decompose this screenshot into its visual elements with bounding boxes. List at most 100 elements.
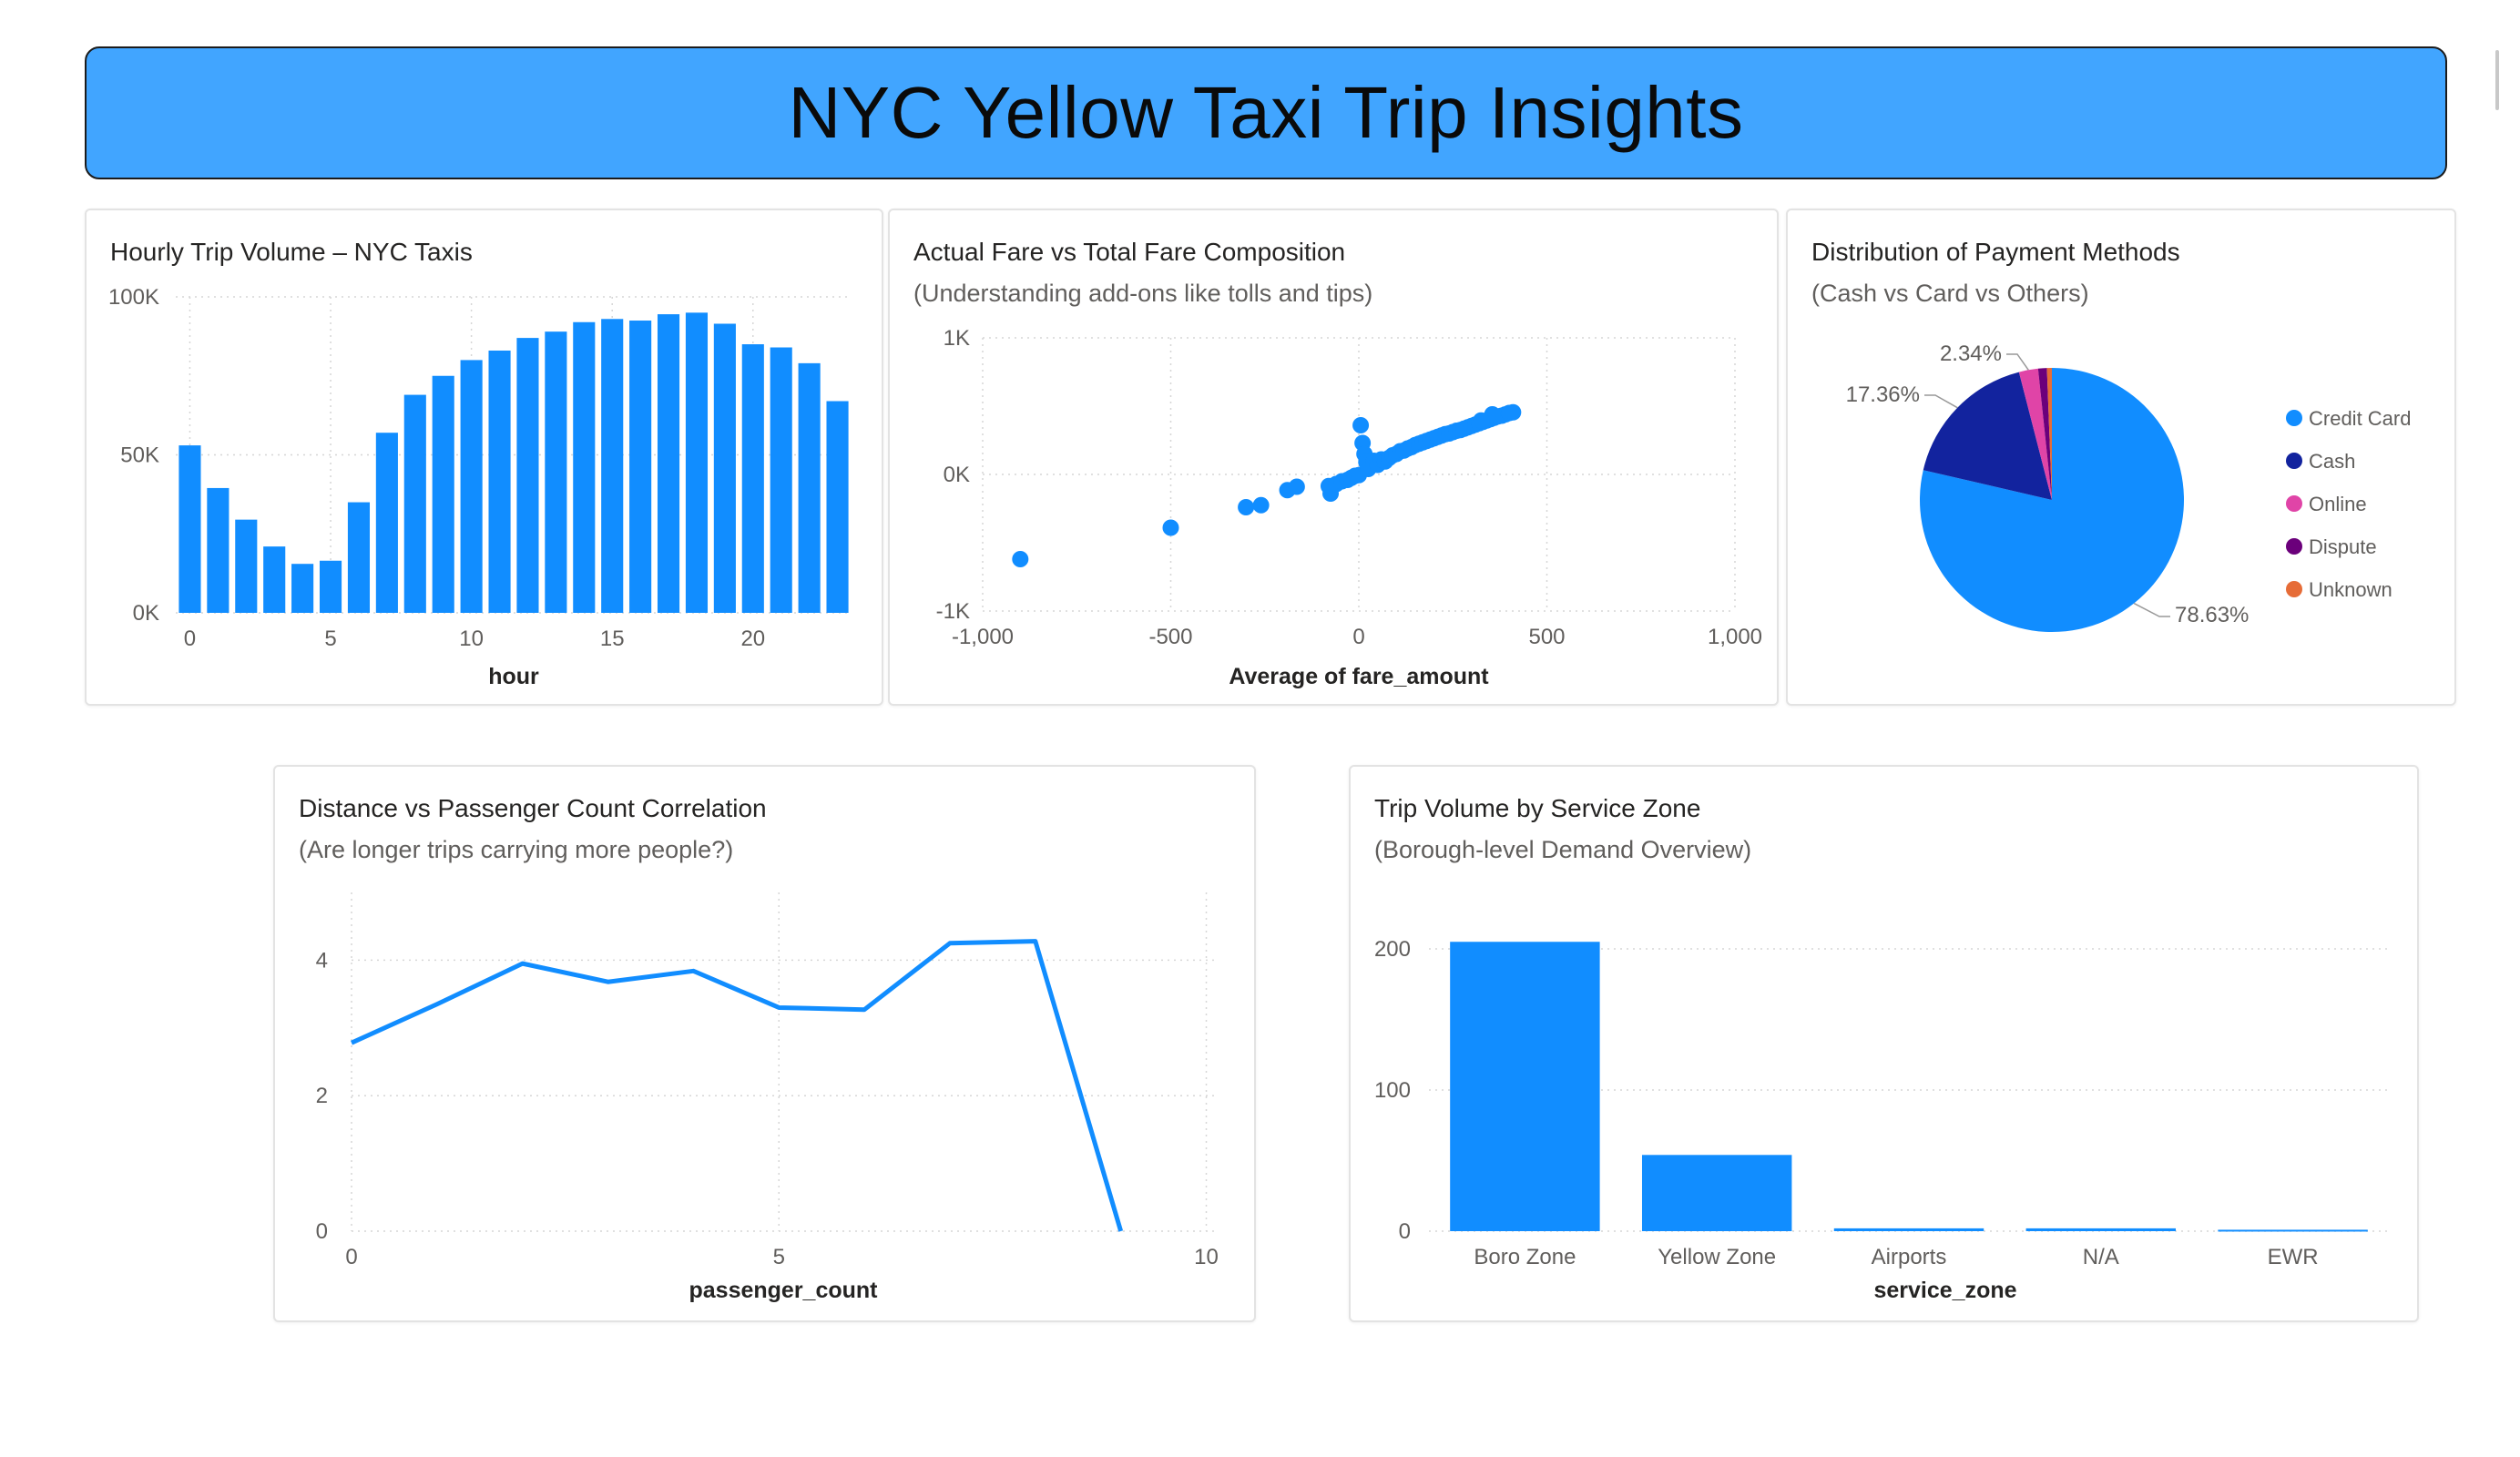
chart-title: Actual Fare vs Total Fare Composition: [913, 238, 1346, 266]
bar: [770, 347, 792, 613]
bar: [460, 360, 483, 613]
bar: [2025, 1228, 2177, 1231]
bar: [629, 321, 652, 613]
x-tick-label: 0: [1352, 625, 1364, 649]
legend-label: Dispute: [2309, 535, 2377, 558]
pie-slice: [1923, 372, 2052, 500]
x-axis-title: service_zone: [1873, 1278, 2016, 1303]
scrollbar[interactable]: [2495, 50, 2499, 110]
bar: [375, 433, 398, 613]
hourly-trip-volume-card[interactable]: Hourly Trip Volume – NYC Taxis 0K 50K 100K…: [85, 209, 883, 706]
leader-line: [1924, 394, 1958, 409]
scatter-point: [1505, 403, 1522, 421]
x-tick-label: 15: [600, 627, 625, 651]
y-tick-label: 50K: [120, 443, 159, 468]
bar: [798, 362, 821, 613]
bar: [263, 546, 286, 613]
bar: [319, 560, 342, 613]
pie-data-label: 17.36%: [1846, 382, 1920, 407]
x-tick-label: EWR: [2268, 1245, 2319, 1269]
distance-passenger-card[interactable]: Distance vs Passenger Count Correlation …: [273, 765, 1256, 1322]
x-tick-label: -1,000: [952, 625, 1014, 649]
pie-data-label: 78.63%: [2175, 603, 2249, 627]
legend-marker: [2286, 453, 2302, 469]
bar: [235, 519, 258, 613]
legend-marker: [2286, 495, 2302, 512]
hourly-bar-chart: 0K 50K 100K 0 5 10 15 20 hour: [108, 285, 852, 689]
pie-slice: [2037, 368, 2052, 500]
service-zone-card[interactable]: Trip Volume by Service Zone (Borough-lev…: [1349, 765, 2419, 1322]
chart-title: Hourly Trip Volume – NYC Taxis: [110, 238, 473, 266]
y-tick-label: 0K: [944, 463, 970, 487]
x-tick-label: Yellow Zone: [1658, 1245, 1776, 1269]
bar: [826, 401, 849, 613]
bar: [403, 394, 426, 613]
chart-subtitle: (Are longer trips carrying more people?): [299, 836, 734, 863]
fare-composition-card[interactable]: Actual Fare vs Total Fare Composition (U…: [888, 209, 1779, 706]
leader-line: [2133, 602, 2170, 617]
chart-title: Distance vs Passenger Count Correlation: [299, 794, 767, 822]
legend-marker: [2286, 581, 2302, 597]
legend-label: Credit Card: [2309, 407, 2411, 430]
y-tick-label: 100K: [108, 285, 159, 310]
bar: [1641, 1155, 1792, 1231]
chart-subtitle: (Borough-level Demand Overview): [1374, 836, 1752, 863]
y-tick-label: -1K: [936, 599, 970, 624]
fare-scatter-chart: -1K 0K 1K -1,000 -500 0 500 1,000 Average of far…: [936, 326, 1762, 689]
x-tick-label: 20: [740, 627, 765, 651]
legend-label: Unknown: [2309, 578, 2392, 601]
bar: [2218, 1229, 2368, 1232]
scatter-point: [1012, 551, 1029, 567]
dashboard-title: NYC Yellow Taxi Trip Insights: [788, 72, 1744, 153]
dashboard-banner: NYC Yellow Taxi Trip Insights: [85, 46, 2447, 179]
bar: [741, 344, 764, 613]
pie-slice: [2018, 368, 2052, 500]
x-tick-label: 10: [459, 627, 484, 651]
bar: [291, 564, 314, 613]
scatter-point: [1238, 499, 1255, 515]
y-tick-label: 100: [1374, 1078, 1411, 1103]
y-tick-label: 1K: [944, 326, 970, 351]
chart-subtitle: (Understanding add-ons like tolls and ti…: [913, 280, 1373, 307]
x-tick-label: Airports: [1872, 1245, 1947, 1269]
x-axis-title: Average of fare_amount: [1229, 664, 1489, 689]
y-tick-label: 0: [1399, 1219, 1411, 1244]
bar: [685, 312, 709, 613]
zone-bar-chart: 0 100 200 Boro Zone Yellow Zone Airports N/A EW…: [1374, 937, 2389, 1303]
bar: [545, 331, 567, 613]
legend-marker: [2286, 410, 2302, 426]
scatter-point: [1288, 478, 1305, 495]
x-tick-label: 5: [324, 627, 336, 651]
y-tick-label: 0K: [133, 601, 159, 626]
x-tick-label: 0: [184, 627, 196, 651]
legend-marker: [2286, 538, 2302, 555]
payment-methods-card[interactable]: Distribution of Payment Methods (Cash vs…: [1786, 209, 2456, 706]
bar: [601, 319, 624, 613]
series-line: [350, 939, 1124, 1232]
scatter-point: [1352, 417, 1370, 433]
pie-data-label: 2.34%: [1940, 341, 2002, 366]
scatter-point: [1473, 412, 1490, 429]
chart-title: Distribution of Payment Methods: [1811, 238, 2180, 266]
x-tick-label: N/A: [2083, 1245, 2119, 1269]
x-tick-label: -500: [1148, 625, 1192, 649]
bar: [573, 321, 596, 613]
y-tick-label: 200: [1374, 937, 1411, 962]
bar: [347, 502, 371, 613]
x-tick-label: 1,000: [1708, 625, 1762, 649]
bar: [1450, 942, 1600, 1231]
distance-line-chart: 0 2 4 0 5 10 passenger_count: [316, 892, 1219, 1303]
x-tick-label: 0: [345, 1245, 357, 1269]
bar: [432, 375, 454, 613]
x-axis-title: hour: [488, 664, 539, 689]
bar: [207, 487, 230, 613]
y-tick-label: 2: [316, 1084, 328, 1108]
y-tick-label: 4: [316, 948, 328, 973]
leader-line: [2006, 353, 2029, 371]
scatter-point: [1252, 496, 1270, 514]
bar: [179, 445, 201, 613]
x-tick-label: 500: [1528, 625, 1565, 649]
x-tick-label: Boro Zone: [1474, 1245, 1576, 1269]
bar: [657, 314, 680, 613]
y-tick-label: 0: [316, 1219, 328, 1244]
